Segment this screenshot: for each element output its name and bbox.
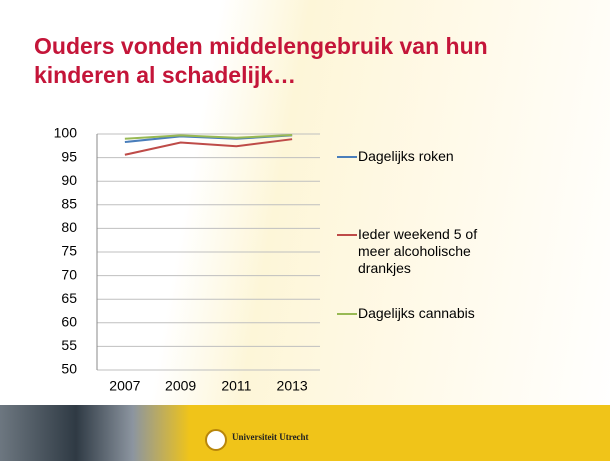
y-tick-label: 55 [61, 337, 77, 353]
y-tick-label: 95 [61, 148, 77, 164]
y-tick-label: 50 [61, 361, 77, 377]
footer: Universiteit Utrecht [0, 405, 610, 461]
legend-swatch [337, 156, 357, 158]
series-line [124, 138, 293, 156]
y-tick-label: 70 [61, 266, 77, 282]
x-tick-label: 2009 [165, 378, 196, 394]
y-tick-label: 65 [61, 290, 77, 306]
logo [205, 429, 227, 451]
series-line [124, 133, 293, 140]
legend-swatch [337, 313, 357, 315]
footer-photo [0, 405, 190, 461]
x-tick-label: 2011 [221, 378, 251, 394]
x-tick-label: 2013 [277, 378, 308, 394]
y-tick-label: 90 [61, 172, 77, 188]
legend-label: Dagelijks cannabis [358, 305, 475, 321]
y-tick-label: 80 [61, 219, 77, 235]
legend-label: Ieder weekend 5 of meer alcoholische dra… [358, 226, 478, 276]
legend-label: Dagelijks roken [358, 148, 454, 164]
footer-text: Universiteit Utrecht [232, 432, 309, 442]
x-tick-label: 2007 [109, 378, 140, 394]
slide-title: Ouders vonden middelengebruik van hun ki… [34, 33, 488, 88]
y-tick-label: 100 [54, 125, 78, 141]
y-tick-label: 85 [61, 196, 77, 212]
y-tick-label: 75 [61, 243, 77, 259]
y-tick-label: 60 [61, 314, 77, 330]
legend-swatch [337, 234, 357, 236]
